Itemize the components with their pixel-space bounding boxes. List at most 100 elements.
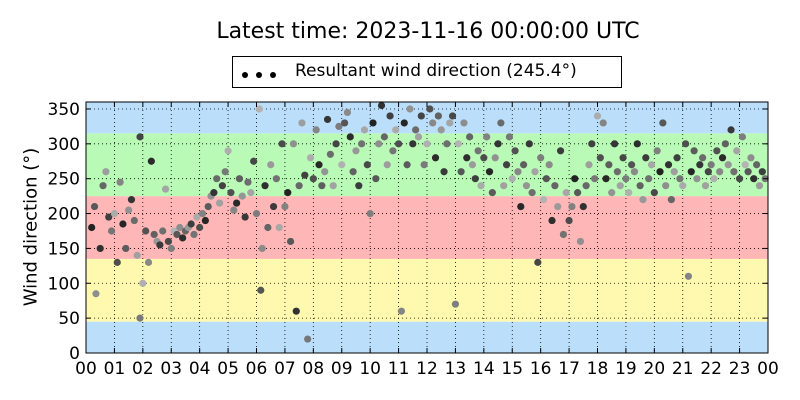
data-point bbox=[693, 175, 701, 183]
data-points bbox=[88, 101, 769, 343]
data-point bbox=[318, 182, 326, 190]
data-point bbox=[466, 133, 474, 141]
data-point bbox=[642, 154, 650, 162]
data-point bbox=[681, 140, 690, 148]
data-point bbox=[616, 182, 624, 190]
data-point bbox=[602, 175, 610, 183]
data-point bbox=[483, 133, 491, 141]
data-point bbox=[119, 220, 127, 228]
data-point bbox=[718, 154, 727, 162]
data-point bbox=[690, 147, 698, 155]
x-tick-label: 12 bbox=[416, 359, 438, 379]
data-point bbox=[451, 300, 460, 308]
grid-lines bbox=[86, 102, 768, 353]
x-tick-label: 15 bbox=[501, 359, 523, 379]
data-point bbox=[417, 112, 425, 120]
data-point bbox=[139, 279, 147, 287]
data-point bbox=[213, 175, 221, 183]
data-point bbox=[446, 119, 454, 127]
data-point bbox=[747, 154, 755, 162]
data-point bbox=[582, 182, 590, 190]
legend-dot bbox=[270, 72, 276, 78]
data-point bbox=[136, 314, 144, 322]
x-tick-label: 16 bbox=[530, 359, 552, 379]
data-point bbox=[596, 154, 604, 162]
data-point bbox=[272, 175, 280, 183]
data-point bbox=[179, 234, 187, 242]
x-tick-label: 19 bbox=[615, 359, 637, 379]
data-point bbox=[355, 182, 363, 190]
data-point bbox=[429, 119, 437, 127]
data-point bbox=[471, 175, 479, 183]
chart-title: Latest time: 2023-11-16 00:00:00 UTC bbox=[216, 19, 640, 44]
data-point bbox=[636, 182, 644, 190]
data-point bbox=[224, 147, 232, 155]
data-point bbox=[525, 140, 533, 148]
data-point bbox=[610, 140, 619, 148]
data-point bbox=[551, 182, 559, 190]
x-tick-label: 18 bbox=[587, 359, 609, 379]
data-point bbox=[406, 105, 414, 113]
data-point bbox=[102, 168, 110, 176]
data-point bbox=[301, 171, 309, 179]
data-point bbox=[275, 223, 283, 232]
data-point bbox=[457, 168, 465, 176]
data-point bbox=[531, 168, 539, 176]
data-point bbox=[497, 119, 505, 127]
x-tick-label: 05 bbox=[217, 359, 239, 379]
data-point bbox=[343, 108, 352, 117]
x-tick-label: 10 bbox=[359, 359, 381, 379]
data-point bbox=[116, 178, 124, 186]
data-point bbox=[329, 182, 337, 190]
data-point bbox=[667, 196, 675, 204]
data-point bbox=[431, 154, 440, 162]
data-point bbox=[608, 189, 616, 197]
y-tick-label: 100 bbox=[48, 274, 80, 294]
data-point bbox=[443, 140, 451, 148]
data-point bbox=[278, 140, 286, 148]
data-point bbox=[201, 216, 209, 225]
data-point bbox=[448, 112, 457, 120]
data-point bbox=[352, 147, 360, 155]
data-point bbox=[394, 140, 403, 148]
x-tick-label: 00 bbox=[757, 359, 779, 379]
data-point bbox=[647, 161, 656, 169]
x-tick-label: 07 bbox=[274, 359, 296, 379]
data-point bbox=[90, 202, 99, 211]
data-point bbox=[241, 213, 249, 221]
data-point bbox=[363, 161, 371, 169]
data-point bbox=[193, 213, 201, 221]
data-point bbox=[295, 182, 303, 190]
data-point bbox=[358, 140, 366, 148]
data-point bbox=[613, 168, 621, 176]
data-point bbox=[377, 101, 386, 110]
y-axis-label: Wind direction (°) bbox=[20, 147, 42, 307]
x-tick-label: 03 bbox=[160, 359, 182, 379]
tick-marks bbox=[85, 102, 769, 354]
data-point bbox=[375, 140, 383, 148]
y-tick-label: 50 bbox=[58, 309, 80, 329]
data-point bbox=[267, 161, 275, 169]
data-point bbox=[579, 202, 587, 211]
data-point bbox=[221, 168, 229, 176]
data-point bbox=[659, 119, 667, 127]
data-point bbox=[315, 161, 323, 169]
data-point bbox=[136, 133, 144, 141]
data-point bbox=[321, 168, 329, 176]
data-point bbox=[252, 209, 261, 218]
x-tick-label: 08 bbox=[303, 359, 325, 379]
data-point bbox=[227, 189, 235, 197]
data-point bbox=[389, 147, 397, 155]
data-point bbox=[480, 154, 488, 162]
y-tick-label: 150 bbox=[48, 239, 80, 259]
data-point bbox=[468, 161, 477, 169]
data-point bbox=[650, 189, 658, 197]
data-point bbox=[701, 182, 710, 190]
data-point bbox=[676, 175, 684, 183]
x-tick-label: 02 bbox=[132, 359, 154, 379]
y-tick-label: 350 bbox=[48, 100, 80, 120]
legend-marker bbox=[242, 69, 278, 79]
data-point bbox=[460, 119, 468, 127]
data-point bbox=[261, 182, 269, 190]
